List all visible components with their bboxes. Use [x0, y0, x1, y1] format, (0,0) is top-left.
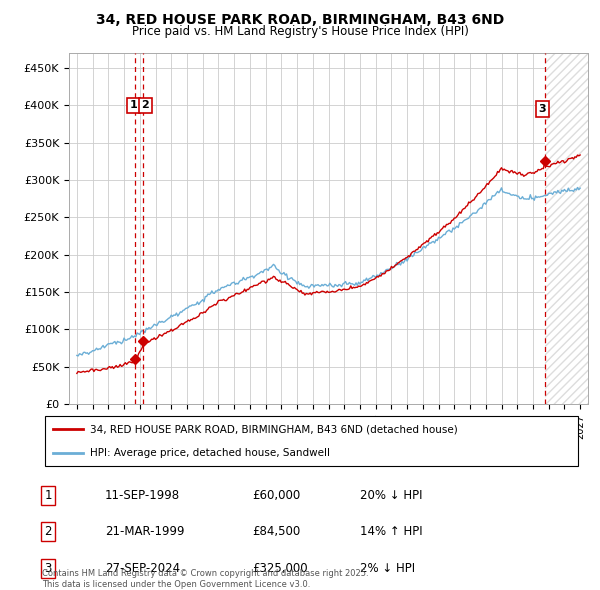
Text: Price paid vs. HM Land Registry's House Price Index (HPI): Price paid vs. HM Land Registry's House … — [131, 25, 469, 38]
FancyBboxPatch shape — [45, 417, 578, 466]
Text: HPI: Average price, detached house, Sandwell: HPI: Average price, detached house, Sand… — [89, 448, 329, 458]
Text: Contains HM Land Registry data © Crown copyright and database right 2025.
This d: Contains HM Land Registry data © Crown c… — [42, 569, 368, 589]
Text: 34, RED HOUSE PARK ROAD, BIRMINGHAM, B43 6ND: 34, RED HOUSE PARK ROAD, BIRMINGHAM, B43… — [96, 13, 504, 27]
Bar — [545, 53, 588, 404]
Text: 1: 1 — [130, 100, 137, 110]
Text: 1: 1 — [44, 489, 52, 502]
Text: 20% ↓ HPI: 20% ↓ HPI — [360, 489, 422, 502]
Text: 11-SEP-1998: 11-SEP-1998 — [105, 489, 180, 502]
Text: £84,500: £84,500 — [252, 525, 300, 538]
Text: 3: 3 — [44, 562, 52, 575]
Text: 2: 2 — [44, 525, 52, 538]
Text: £325,000: £325,000 — [252, 562, 308, 575]
Text: 34, RED HOUSE PARK ROAD, BIRMINGHAM, B43 6ND (detached house): 34, RED HOUSE PARK ROAD, BIRMINGHAM, B43… — [89, 424, 457, 434]
Text: 14% ↑ HPI: 14% ↑ HPI — [360, 525, 422, 538]
Text: 21-MAR-1999: 21-MAR-1999 — [105, 525, 185, 538]
Text: 3: 3 — [539, 104, 546, 114]
Text: £60,000: £60,000 — [252, 489, 300, 502]
Text: 2% ↓ HPI: 2% ↓ HPI — [360, 562, 415, 575]
Text: 2: 2 — [142, 100, 149, 110]
Text: 27-SEP-2024: 27-SEP-2024 — [105, 562, 180, 575]
